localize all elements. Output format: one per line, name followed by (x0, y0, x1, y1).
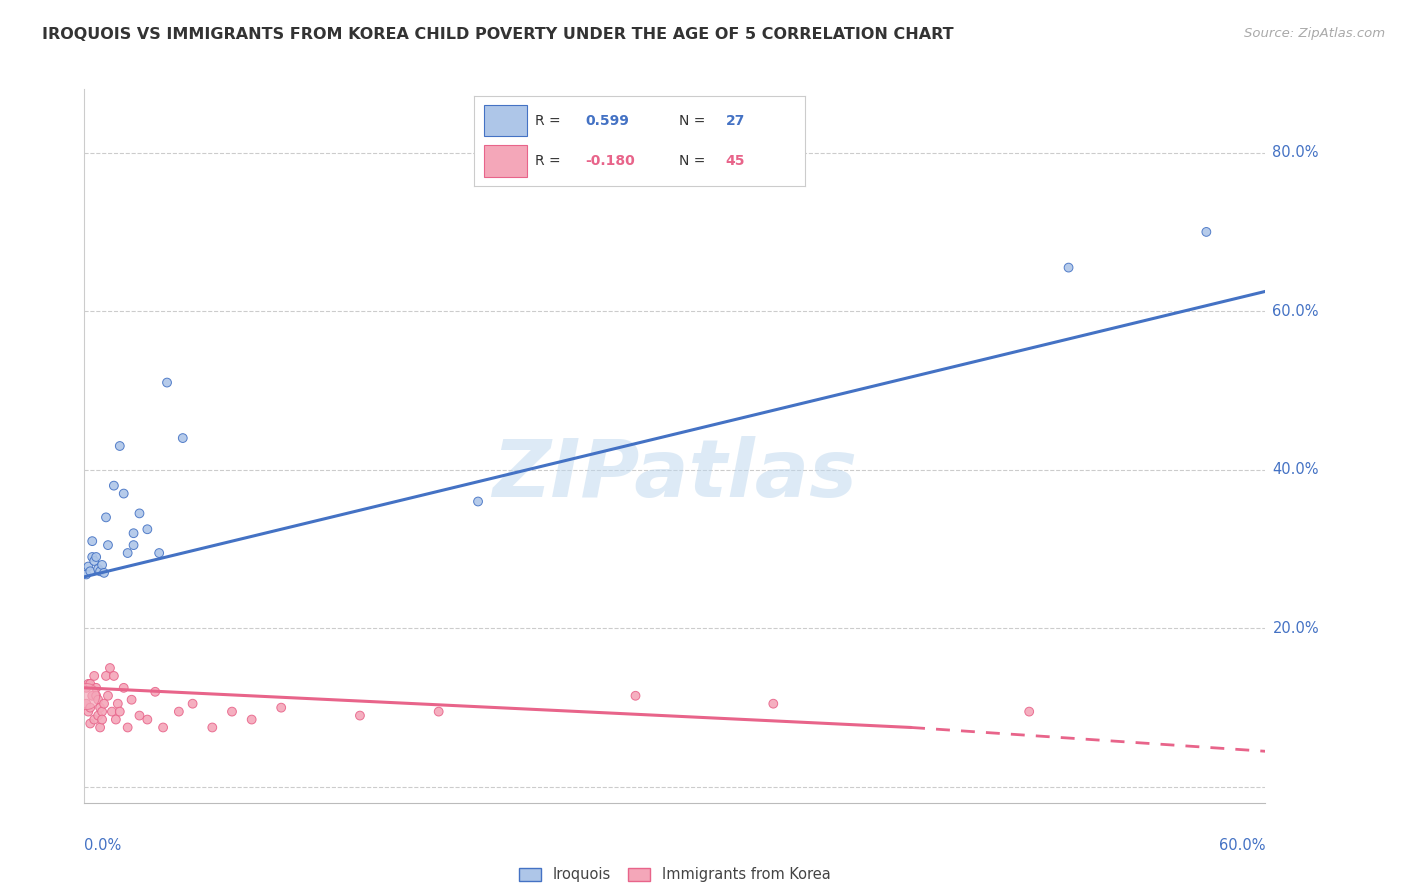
Point (79, 716, 101, 731)
Point (75, 689, 97, 703)
Point (152, 721, 174, 735)
Text: 60.0%: 60.0% (1219, 838, 1265, 854)
Point (83, 554, 105, 568)
Point (349, 708, 371, 723)
Point (82, 689, 104, 703)
Point (1195, 225, 1218, 239)
Point (89, 700, 111, 714)
Point (270, 700, 292, 714)
Point (128, 708, 150, 723)
Point (128, 507, 150, 521)
Text: 20.0%: 20.0% (1272, 621, 1319, 636)
Point (172, 431, 194, 445)
Point (91, 713, 114, 727)
Point (240, 713, 263, 727)
Point (94, 510, 117, 524)
Legend: Iroquois, Immigrants from Korea: Iroquois, Immigrants from Korea (513, 862, 837, 888)
Point (1057, 260, 1080, 275)
Text: 40.0%: 40.0% (1272, 462, 1319, 477)
Point (82, 549, 104, 564)
Point (136, 713, 159, 727)
Point (121, 692, 143, 706)
Text: 80.0%: 80.0% (1272, 145, 1319, 161)
Point (77, 705, 100, 719)
Point (97, 689, 120, 703)
Point (122, 538, 145, 552)
Point (181, 697, 204, 711)
Point (103, 478, 125, 492)
Point (93, 697, 115, 711)
Point (84, 689, 107, 703)
Point (77, 559, 100, 574)
Text: ZIPatlas: ZIPatlas (492, 435, 858, 514)
Point (91, 558, 114, 572)
Point (89, 721, 111, 735)
Point (467, 494, 489, 508)
Point (624, 689, 647, 703)
Text: IROQUOIS VS IMMIGRANTS FROM KOREA CHILD POVERTY UNDER THE AGE OF 5 CORRELATION C: IROQUOIS VS IMMIGRANTS FROM KOREA CHILD … (42, 27, 953, 42)
Point (79, 700, 101, 714)
Point (89, 564, 111, 578)
Text: 0.0%: 0.0% (84, 838, 121, 854)
Point (221, 705, 243, 719)
Point (117, 546, 139, 560)
Point (97, 538, 120, 552)
Point (104, 713, 127, 727)
Point (83, 669, 105, 683)
Point (762, 697, 785, 711)
Point (148, 546, 170, 560)
Point (201, 721, 224, 735)
Point (143, 685, 166, 699)
Point (79, 677, 101, 691)
Point (101, 705, 124, 719)
Point (108, 439, 131, 453)
Point (107, 697, 129, 711)
Point (1018, 705, 1040, 719)
Point (427, 705, 450, 719)
Point (122, 526, 145, 541)
Point (84, 549, 107, 564)
Point (91, 705, 114, 719)
Point (87, 692, 110, 706)
Point (75, 681, 97, 695)
Text: Source: ZipAtlas.com: Source: ZipAtlas.com (1244, 27, 1385, 40)
Point (93, 566, 115, 580)
Point (79, 564, 101, 578)
Point (98, 661, 121, 675)
Point (103, 669, 125, 683)
Point (112, 681, 135, 695)
Point (87, 708, 110, 723)
Point (112, 486, 135, 500)
Point (75, 697, 97, 711)
Point (75, 567, 97, 582)
Point (117, 721, 139, 735)
Point (87, 562, 110, 576)
Text: 60.0%: 60.0% (1272, 303, 1319, 318)
Point (167, 705, 190, 719)
Point (83, 713, 105, 727)
Point (156, 376, 179, 390)
Point (108, 705, 131, 719)
Point (136, 522, 159, 536)
Point (82, 534, 104, 549)
Point (94, 669, 117, 683)
Point (77, 677, 100, 691)
Point (84, 681, 107, 695)
